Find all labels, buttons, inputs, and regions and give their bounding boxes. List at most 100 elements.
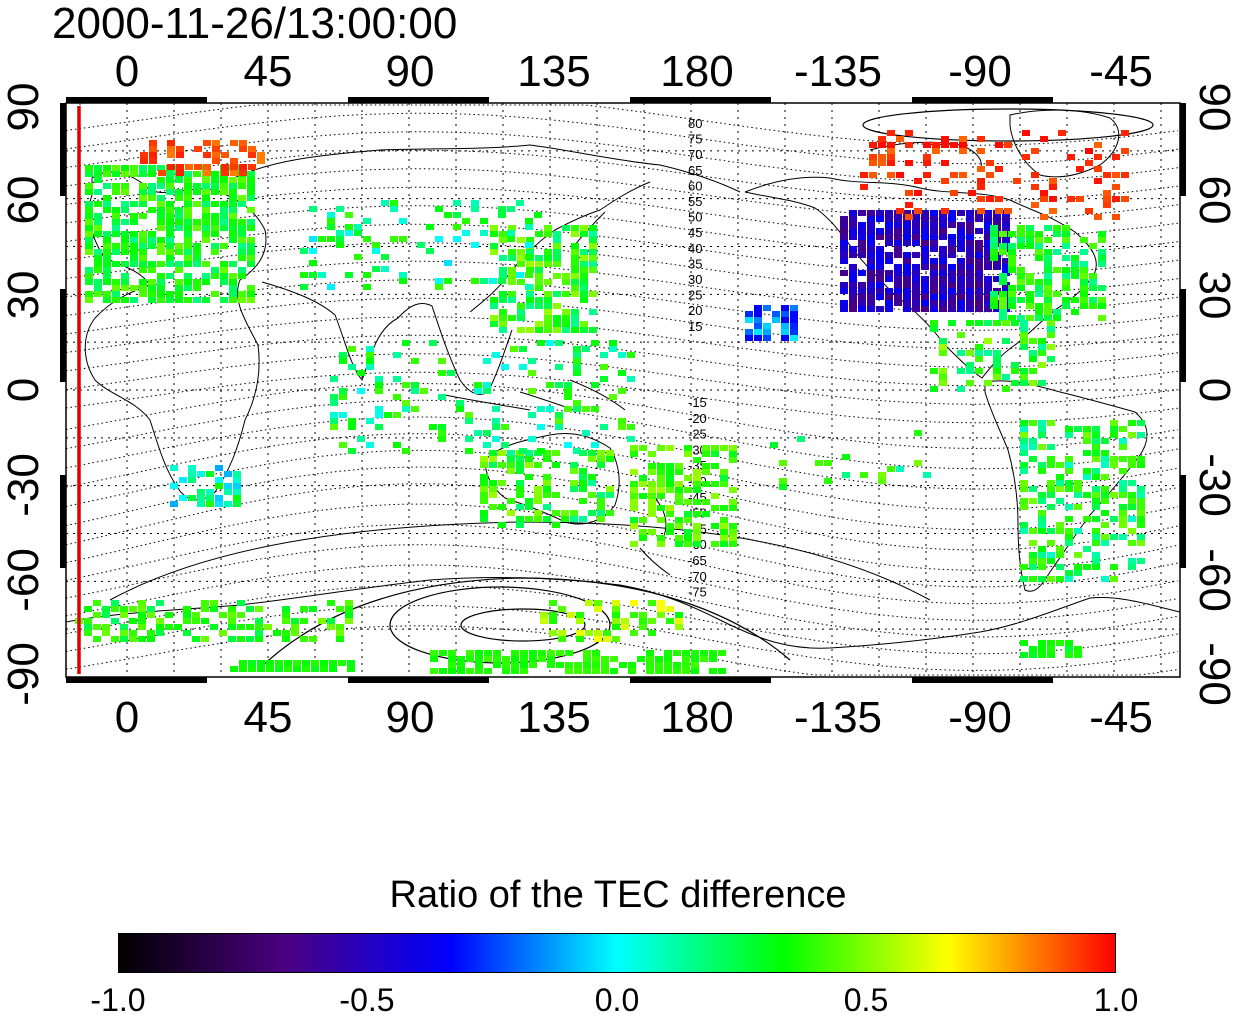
tec-ratio-cell xyxy=(547,662,555,668)
tec-ratio-cell xyxy=(589,237,597,243)
tec-ratio-cell xyxy=(1044,255,1052,261)
tec-ratio-cell xyxy=(526,303,534,309)
tec-ratio-cell xyxy=(453,212,461,218)
tec-ratio-cell xyxy=(655,662,663,668)
tec-ratio-cell xyxy=(229,213,237,219)
tec-ratio-cell xyxy=(878,142,886,148)
tec-ratio-cell xyxy=(372,248,380,254)
tec-ratio-cell xyxy=(1094,154,1102,160)
tec-ratio-cell xyxy=(471,206,479,212)
tec-ratio-cell xyxy=(556,650,564,656)
tec-ratio-cell xyxy=(233,501,241,507)
tec-ratio-cell xyxy=(111,636,119,642)
tec-ratio-cell xyxy=(336,242,344,248)
tec-ratio-cell xyxy=(544,321,552,327)
tec-ratio-cell xyxy=(914,190,922,196)
tec-ratio-cell xyxy=(94,291,102,297)
tec-ratio-cell xyxy=(228,636,236,642)
tec-ratio-cell xyxy=(293,666,301,672)
contour-label: 60 xyxy=(688,178,702,193)
tec-ratio-cell xyxy=(930,240,938,246)
tec-ratio-cell xyxy=(894,234,902,240)
tec-ratio-cell xyxy=(247,171,255,177)
tec-ratio-cell xyxy=(1083,474,1091,480)
tec-ratio-cell xyxy=(896,172,904,178)
tec-ratio-cell xyxy=(502,656,510,662)
right-latitude-label: 0 xyxy=(1190,378,1239,402)
tec-ratio-cell xyxy=(592,668,600,674)
tec-ratio-cell xyxy=(193,189,201,195)
tec-ratio-cell xyxy=(597,450,605,456)
tec-ratio-cell xyxy=(175,195,183,201)
tec-ratio-cell xyxy=(257,660,265,666)
tec-ratio-cell xyxy=(609,394,617,400)
tec-ratio-cell xyxy=(720,523,728,529)
tec-ratio-cell xyxy=(121,219,129,225)
tec-ratio-cell xyxy=(448,656,456,662)
tec-ratio-cell xyxy=(147,636,155,642)
tec-ratio-cell xyxy=(1083,546,1091,552)
tec-ratio-cell xyxy=(729,505,737,511)
tec-ratio-cell xyxy=(457,668,465,674)
tec-ratio-cell xyxy=(193,171,201,177)
tec-ratio-cell xyxy=(556,662,564,668)
tec-ratio-cell xyxy=(959,148,967,154)
contour-line xyxy=(65,316,1179,368)
tec-ratio-cell xyxy=(309,248,317,254)
top-longitude-labels: 0 45 90 135 180 -135 -90 -45 xyxy=(115,47,1153,96)
contour-line xyxy=(65,353,1179,405)
tec-ratio-cell xyxy=(975,276,983,282)
tec-ratio-cell xyxy=(1031,172,1039,178)
tec-ratio-cell xyxy=(1098,315,1106,321)
tec-ratio-cell xyxy=(702,445,710,451)
tec-ratio-cell xyxy=(247,291,255,297)
tec-ratio-cell xyxy=(103,297,111,303)
tec-ratio-cell xyxy=(957,282,965,288)
tec-ratio-cell xyxy=(1044,303,1052,309)
tec-ratio-cell xyxy=(579,498,587,504)
tec-ratio-cell xyxy=(921,294,929,300)
tec-ratio-cell xyxy=(147,630,155,636)
tec-ratio-cell xyxy=(543,474,551,480)
tec-ratio-cell xyxy=(1002,374,1010,380)
tec-ratio-cell xyxy=(1056,486,1064,492)
tec-ratio-cell xyxy=(444,212,452,218)
tec-ratio-cell xyxy=(517,255,525,261)
tec-ratio-cell xyxy=(1020,380,1028,386)
tec-ratio-cell xyxy=(691,650,699,656)
tec-ratio-cell xyxy=(215,477,223,483)
tec-ratio-cell xyxy=(990,243,998,249)
tec-ratio-cell xyxy=(990,231,998,237)
tec-ratio-cell xyxy=(648,451,656,457)
tec-ratio-cell xyxy=(655,668,663,674)
tec-ratio-cell xyxy=(139,231,147,237)
tec-ratio-cell xyxy=(465,448,473,454)
tec-ratio-cell xyxy=(1056,576,1064,582)
tec-ratio-cell xyxy=(197,501,205,507)
tec-ratio-cell xyxy=(175,297,183,303)
tec-ratio-cell xyxy=(525,224,533,230)
tec-ratio-cell xyxy=(781,329,789,335)
tec-ratio-cell xyxy=(507,510,515,516)
tec-ratio-cell xyxy=(498,212,506,218)
tec-ratio-cell xyxy=(912,228,920,234)
tec-ratio-cell xyxy=(580,291,588,297)
tec-ratio-cell xyxy=(754,311,762,317)
tec-ratio-cell xyxy=(148,237,156,243)
tec-ratio-cell xyxy=(103,273,111,279)
tec-ratio-cell xyxy=(483,430,491,436)
tec-ratio-cell xyxy=(1076,166,1084,172)
tec-ratio-cell xyxy=(336,636,344,642)
tec-ratio-cell xyxy=(1017,231,1025,237)
tec-ratio-cell xyxy=(535,327,543,333)
tec-ratio-cell xyxy=(1044,273,1052,279)
tec-ratio-cell xyxy=(466,668,474,674)
tec-ratio-cell xyxy=(912,300,920,306)
tec-ratio-cell xyxy=(1065,456,1073,462)
tec-ratio-cell xyxy=(612,636,620,642)
tec-ratio-cell xyxy=(1128,528,1136,534)
tec-ratio-cell xyxy=(438,394,446,400)
tec-ratio-cell xyxy=(535,285,543,291)
tec-ratio-cell xyxy=(995,208,1003,214)
tec-ratio-cell xyxy=(1062,279,1070,285)
